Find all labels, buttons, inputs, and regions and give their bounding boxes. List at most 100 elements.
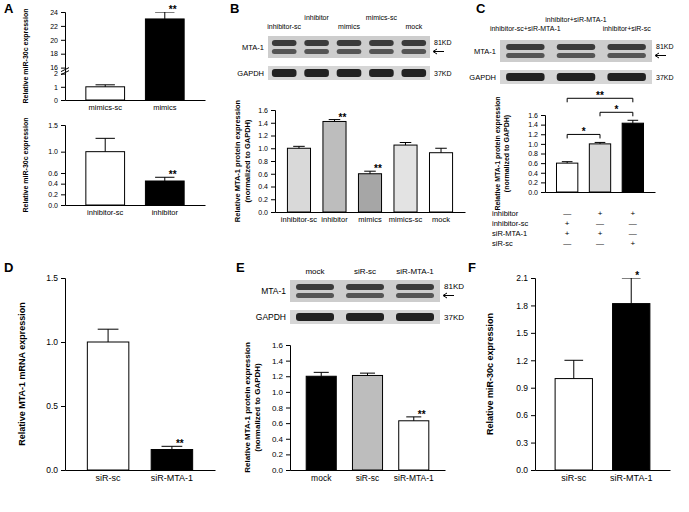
tick-label: 0.6 [258, 170, 268, 177]
bar-panel: 0.00.20.40.60.81.01.21.41.6Relative MTA-… [492, 90, 656, 248]
tick: 1.2 [528, 131, 545, 138]
x-axis: mimics-scmimics [66, 101, 206, 113]
tick: 1.0 [528, 141, 545, 148]
tick-label: 1.0 [528, 141, 538, 148]
tick-label: 0.0 [516, 465, 528, 475]
error-bar [435, 148, 447, 152]
tick: 1.2 [516, 356, 535, 366]
tick: 0.6 [516, 410, 535, 420]
tick-mark [531, 388, 535, 389]
tick-mark [61, 40, 65, 41]
lane-label: mimics [338, 23, 360, 30]
axis-break [61, 68, 69, 75]
tick-label: 1.5 [46, 273, 58, 283]
significance: ** [169, 169, 177, 180]
tick: 1.0 [46, 337, 65, 347]
tick: 0.6 [258, 170, 275, 177]
axis-title: Relative miR-30c expression [22, 118, 30, 213]
tick-label: 1.6 [272, 341, 284, 350]
tick: 0.2 [258, 196, 275, 203]
tick-mark [271, 212, 275, 213]
tick-mark [61, 12, 65, 13]
axis-title: Relative MTA-1 protein expression [494, 96, 502, 210]
error-bar [98, 329, 119, 342]
tick-mark [61, 184, 65, 185]
bar [87, 342, 128, 470]
blot-background [268, 66, 430, 80]
axis-line [66, 100, 206, 101]
band-size: 37KD [656, 74, 674, 81]
significance: ** [374, 163, 382, 174]
tick-label: 1.0 [48, 148, 58, 155]
y-axis: 0.00.30.60.91.21.51.82.1 [516, 273, 535, 475]
band-name: MTA-1 [474, 47, 496, 56]
tick: siR-sc [561, 473, 586, 483]
tick: inhibitor [321, 215, 348, 224]
tick-label: 1 [54, 84, 58, 91]
tick-label: 0.6 [528, 160, 538, 167]
tick: 20 [50, 37, 65, 44]
plot-marks [306, 372, 429, 470]
plot-marks [287, 120, 452, 212]
band-size: 37KD [434, 70, 452, 77]
figure: A0121618202224mimics-scmimicsRelative mi… [0, 0, 689, 512]
tick-mark [271, 123, 275, 124]
band-name: MTA-1 [261, 286, 286, 296]
tick: 1.4 [528, 121, 545, 128]
blot-band [401, 49, 426, 54]
panel-label: F [468, 260, 476, 275]
axis-line [286, 346, 291, 471]
blot-band [337, 69, 362, 77]
panel-label: D [4, 260, 13, 275]
tick-label: mimics-sc [89, 103, 123, 112]
blot-band [272, 49, 297, 54]
axis-line [546, 192, 656, 193]
tick: 1.5 [48, 122, 65, 129]
tick: 1 [54, 84, 65, 91]
y-axis: 0121618202224 [50, 9, 65, 104]
tick-mark [286, 408, 290, 409]
tick-mark [541, 154, 545, 155]
blot-band [296, 284, 334, 290]
bar [352, 375, 382, 470]
tick: siR-MTA-1 [394, 473, 434, 483]
tick: siR-MTA-1 [610, 473, 652, 483]
lane-label: inhibitor [304, 14, 329, 21]
tick-label: 2.1 [516, 273, 528, 283]
tick-mark [271, 148, 275, 149]
x-axis: mocksiR-scsiR-MTA-1 [291, 471, 446, 484]
tick-label: mock [311, 473, 332, 483]
y-axis: 0.00.20.40.60.81.01.21.41.6 [528, 112, 545, 196]
figure-svg: A0121618202224mimics-scmimicsRelative mi… [0, 0, 689, 512]
bar [589, 144, 610, 192]
tick-mark [531, 415, 535, 416]
significance: * [635, 270, 639, 281]
blot-background [500, 40, 652, 62]
blot-band [401, 69, 426, 77]
blot-background [268, 36, 430, 58]
tick: 1.0 [272, 388, 290, 397]
tick-label: 0.0 [528, 189, 538, 196]
significance: ** [169, 4, 177, 15]
tick: mimics-sc [389, 215, 423, 224]
axis-line [276, 212, 466, 213]
tick-mark [531, 360, 535, 361]
tick: 0 [54, 97, 65, 104]
tick-label: 0.0 [48, 202, 58, 209]
tick-label: 0.6 [48, 170, 58, 177]
tick-label: 1.4 [258, 119, 268, 126]
blot-band [506, 53, 545, 58]
tick-label: 1.2 [528, 131, 538, 138]
lane-label: inhibitor+siR-MTA-1 [545, 16, 607, 23]
blot-band [557, 44, 596, 50]
axis-title: (normalized to GAPDH) [243, 119, 252, 202]
blot-band [304, 40, 329, 46]
tick-label: 0.4 [528, 169, 538, 176]
tick: 0.2 [528, 179, 545, 186]
band-arrow [655, 53, 666, 58]
tick-mark [61, 194, 65, 195]
table-cell: — [629, 219, 637, 228]
table-row-label: siR-sc [492, 239, 513, 248]
tick-label: 0.0 [46, 465, 58, 475]
tick-mark [531, 278, 535, 279]
